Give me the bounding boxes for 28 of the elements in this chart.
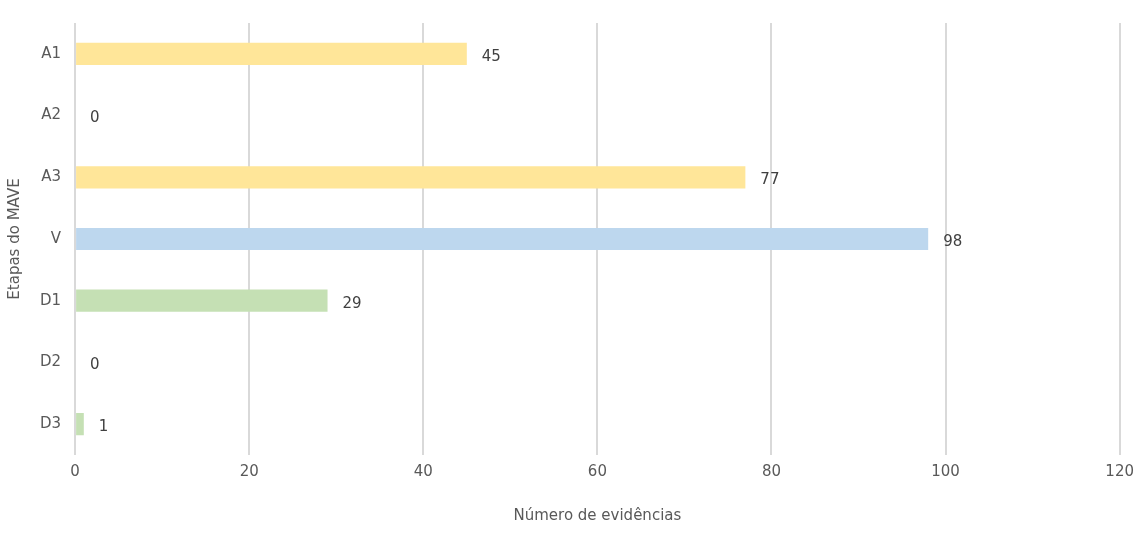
data-label: 29 (342, 293, 362, 312)
bar (76, 413, 84, 436)
x-tick-label: 120 (1105, 461, 1135, 480)
y-tick-label: V (50, 228, 62, 247)
data-label: 0 (90, 108, 100, 127)
x-tick-label: 100 (931, 461, 960, 480)
bar (76, 227, 929, 251)
bar (76, 42, 467, 65)
y-tick-label: D3 (40, 414, 62, 433)
y-tick-label: D2 (40, 352, 62, 371)
data-label: 0 (90, 355, 100, 374)
y-tick-label: D1 (40, 290, 62, 309)
data-label: 45 (481, 46, 501, 65)
y-axis-title: Etapas do MAVE (4, 178, 23, 300)
y-tick-label: A1 (41, 43, 62, 62)
bar (76, 166, 746, 189)
x-tick-label: 20 (239, 461, 259, 480)
x-tick-label: 0 (70, 461, 80, 480)
x-tick-label: 60 (587, 461, 607, 480)
y-tick-label: A3 (41, 167, 62, 186)
x-tick-label: 80 (761, 461, 782, 480)
data-label: 77 (760, 170, 780, 189)
data-label: 98 (943, 231, 963, 250)
bar (76, 289, 328, 312)
y-tick-label: A2 (41, 105, 62, 124)
x-axis-title: Número de evidências (513, 505, 682, 524)
data-label: 1 (98, 417, 109, 436)
x-tick-label: 40 (413, 461, 433, 480)
